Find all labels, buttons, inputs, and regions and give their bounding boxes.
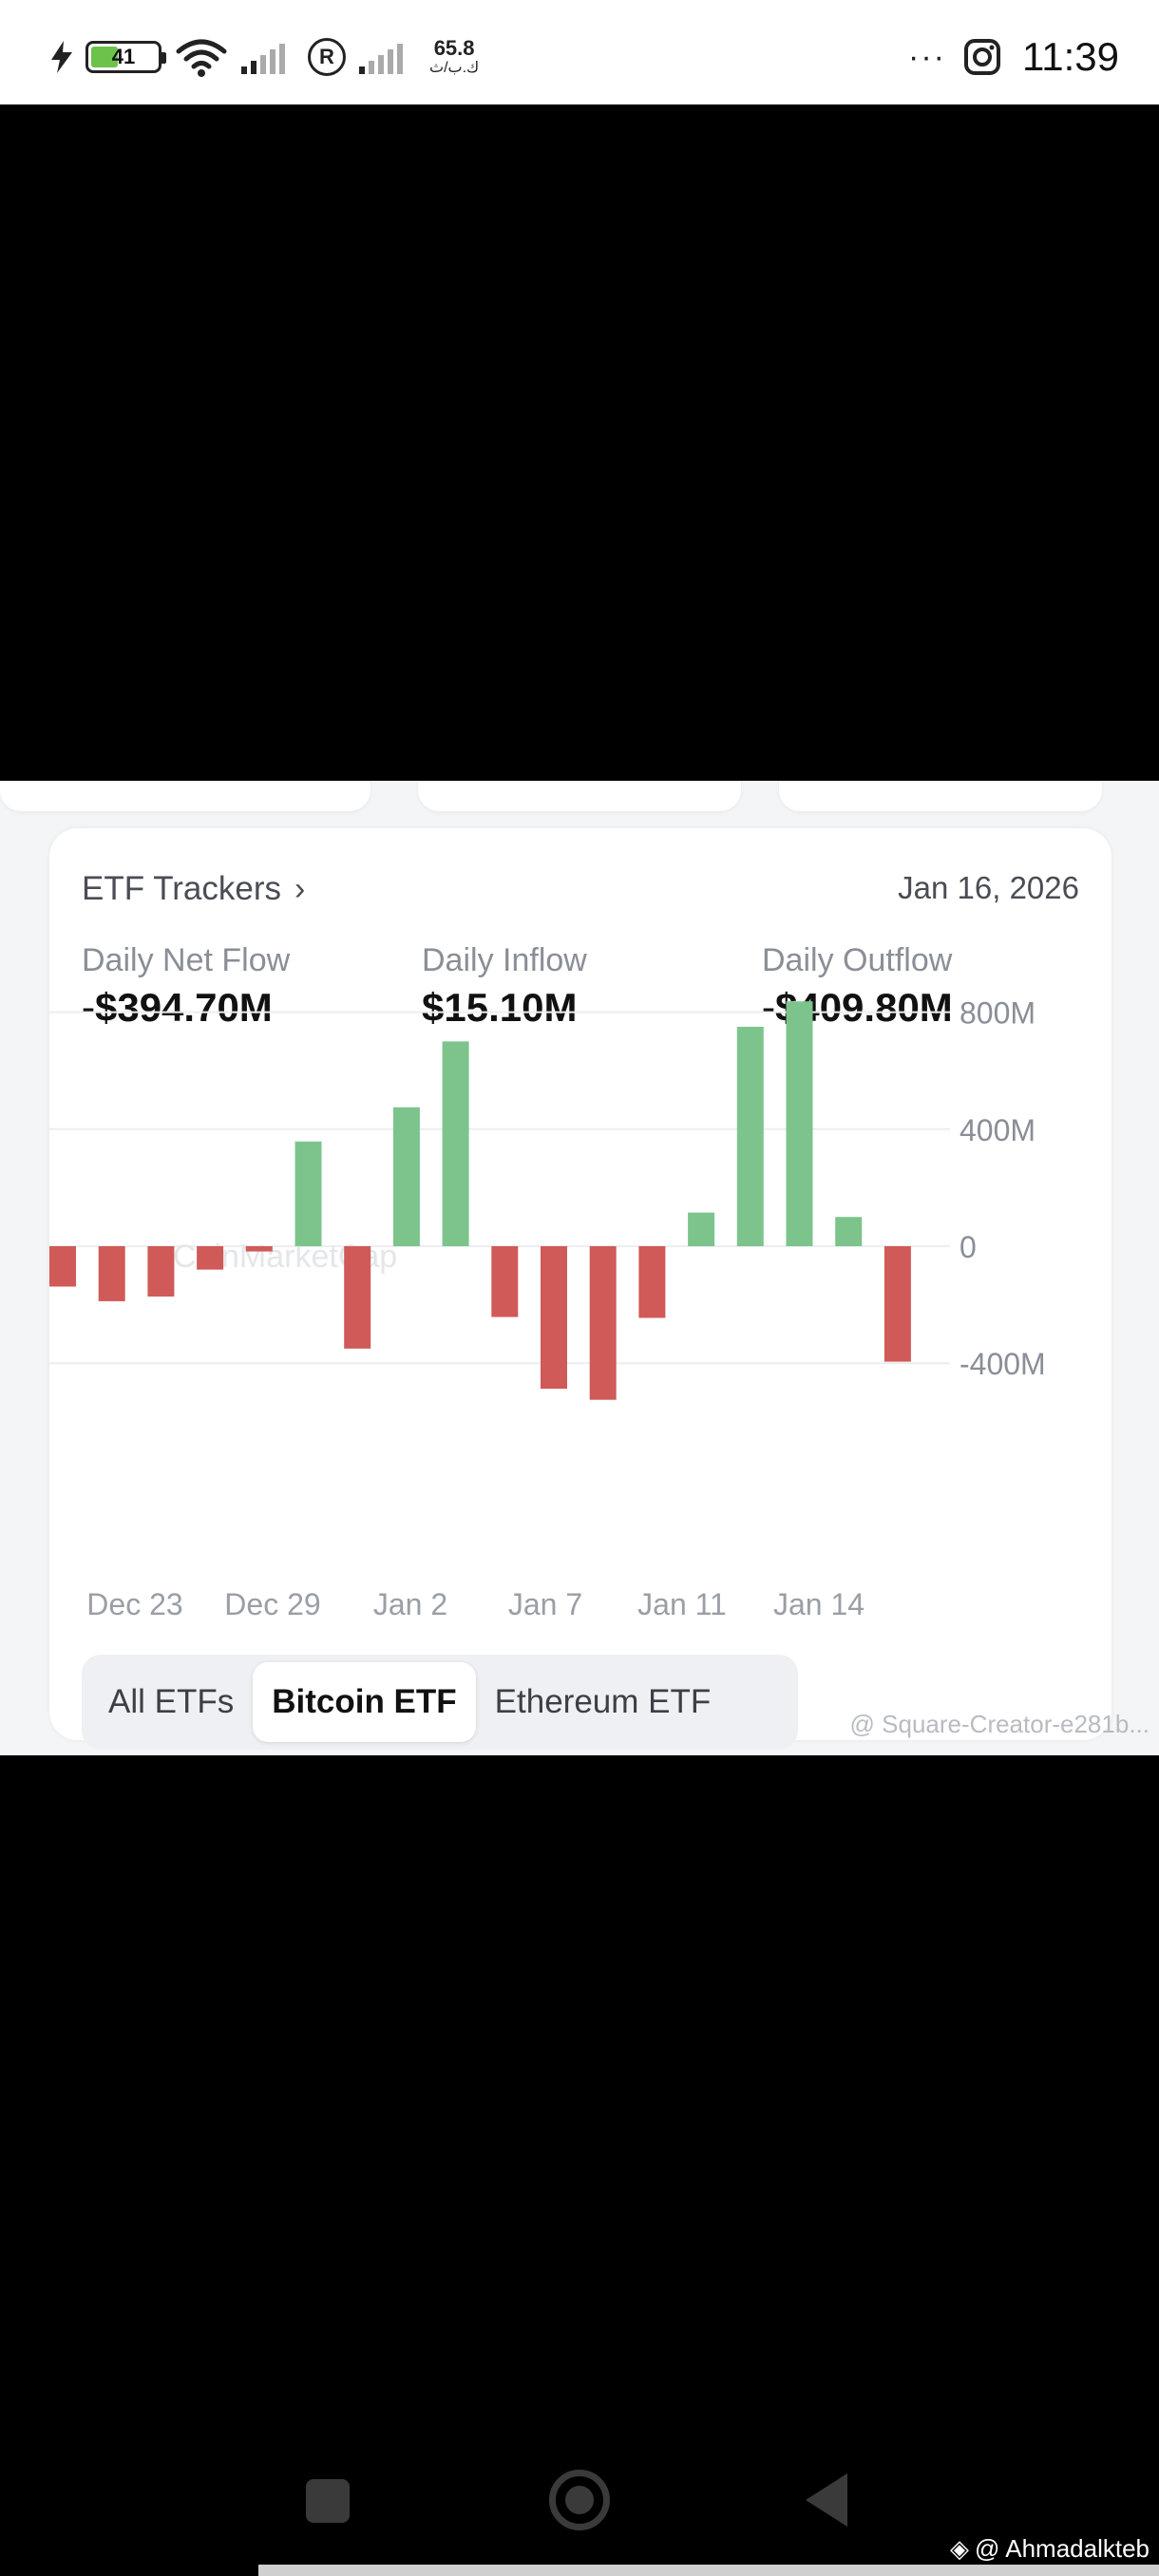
bar[interactable] xyxy=(49,1246,76,1287)
y-tick-label: 0 xyxy=(960,1230,977,1264)
signal-icon xyxy=(241,44,285,74)
inflow-value: $15.10M xyxy=(422,985,578,1030)
instagram-icon xyxy=(964,39,1000,75)
inflow-label: Daily Inflow xyxy=(422,942,587,978)
etf-tabs: All ETFs Bitcoin ETF Ethereum ETF xyxy=(82,1655,798,1750)
recents-button[interactable] xyxy=(306,2479,350,2523)
net-flow-value: -$394.70M xyxy=(82,985,273,1030)
battery-icon: 41 xyxy=(86,41,166,73)
top-card-2 xyxy=(418,781,741,811)
clock: 11:39 xyxy=(1022,34,1119,79)
bar[interactable] xyxy=(344,1246,371,1349)
bar[interactable] xyxy=(392,1107,420,1246)
author-credit-text: @ Ahmadalkteb xyxy=(975,2534,1150,2563)
source-watermark: @ Square-Creator-e281b... xyxy=(849,1710,1150,1738)
outflow-label: Daily Outflow xyxy=(762,942,953,978)
net-flow-label: Daily Net Flow xyxy=(82,942,291,978)
tab-bitcoin-etf[interactable]: Bitcoin ETF xyxy=(253,1662,476,1742)
more-icon: ··· xyxy=(908,38,946,75)
binance-icon: ◈ xyxy=(950,2534,970,2563)
bar[interactable] xyxy=(294,1141,322,1246)
registered-label: R xyxy=(319,45,334,68)
bar[interactable] xyxy=(245,1246,273,1252)
bar[interactable] xyxy=(98,1246,125,1301)
bar[interactable] xyxy=(638,1246,666,1318)
battery-level: 41 xyxy=(111,45,136,68)
shared-screenshot: ETF Trackers › Jan 16, 2026 Daily Net Fl… xyxy=(0,781,1159,1755)
top-card-1 xyxy=(0,781,370,811)
etf-trackers-link[interactable]: ETF Trackers › xyxy=(82,870,305,908)
top-card-3 xyxy=(779,781,1102,811)
author-credit: ◈ @ Ahmadalkteb xyxy=(950,2534,1150,2564)
speed-value: 65.8 xyxy=(433,36,475,60)
tracker-date: Jan 16, 2026 xyxy=(898,870,1079,905)
network-speed: 65.8 ك.ب/ث xyxy=(429,38,479,76)
y-tick-label: 400M xyxy=(960,1113,1036,1147)
signal-icon-2 xyxy=(359,44,403,74)
bar[interactable] xyxy=(491,1246,519,1317)
charging-icon xyxy=(51,41,72,73)
bar[interactable] xyxy=(541,1246,567,1389)
status-left: 41 R 65.8 ك.ب/ث xyxy=(51,28,479,85)
x-tick-label: Jan 2 xyxy=(373,1587,447,1621)
bar[interactable] xyxy=(835,1217,863,1246)
bar[interactable] xyxy=(736,1027,764,1246)
y-tick-label: -400M xyxy=(960,1347,1046,1381)
home-button[interactable] xyxy=(549,2470,610,2530)
x-tick-label: Jan 11 xyxy=(637,1587,727,1621)
tab-all-etfs[interactable]: All ETFs xyxy=(108,1683,235,1720)
bar[interactable] xyxy=(688,1212,715,1246)
chevron-right-icon: › xyxy=(294,870,306,907)
x-tick-label: Jan 7 xyxy=(508,1587,582,1621)
wifi-icon xyxy=(176,39,227,77)
bar[interactable] xyxy=(197,1246,224,1270)
etf-trackers-title: ETF Trackers xyxy=(82,870,282,907)
tab-ethereum-etf[interactable]: Ethereum ETF xyxy=(494,1683,712,1720)
x-tick-label: Jan 14 xyxy=(773,1587,864,1621)
status-right: ··· 11:39 xyxy=(908,28,1159,85)
net-flow-stat: Daily Net Flow -$394.70M xyxy=(82,942,290,1031)
status-bar: 41 R 65.8 ك.ب/ث ··· xyxy=(0,0,1159,104)
bar[interactable] xyxy=(884,1246,911,1362)
bar[interactable] xyxy=(442,1041,469,1246)
y-tick-label: 800M xyxy=(960,996,1036,1031)
bar[interactable] xyxy=(786,1001,813,1246)
etf-tracker-card: ETF Trackers › Jan 16, 2026 Daily Net Fl… xyxy=(49,828,1112,1750)
speed-unit: ك.ب/ث xyxy=(429,60,480,76)
outflow-stat: Daily Outflow -$409.80M xyxy=(762,942,953,1031)
battery-fill xyxy=(91,47,118,67)
bar[interactable] xyxy=(589,1246,617,1400)
x-tick-label: Dec 23 xyxy=(86,1587,182,1621)
gesture-bar xyxy=(258,2565,1159,2576)
inflow-stat: Daily Inflow $15.10M xyxy=(422,942,587,1031)
bar[interactable] xyxy=(147,1246,175,1297)
registered-icon: R xyxy=(308,38,346,76)
x-tick-label: Dec 29 xyxy=(224,1587,320,1621)
back-button[interactable] xyxy=(806,2473,847,2527)
